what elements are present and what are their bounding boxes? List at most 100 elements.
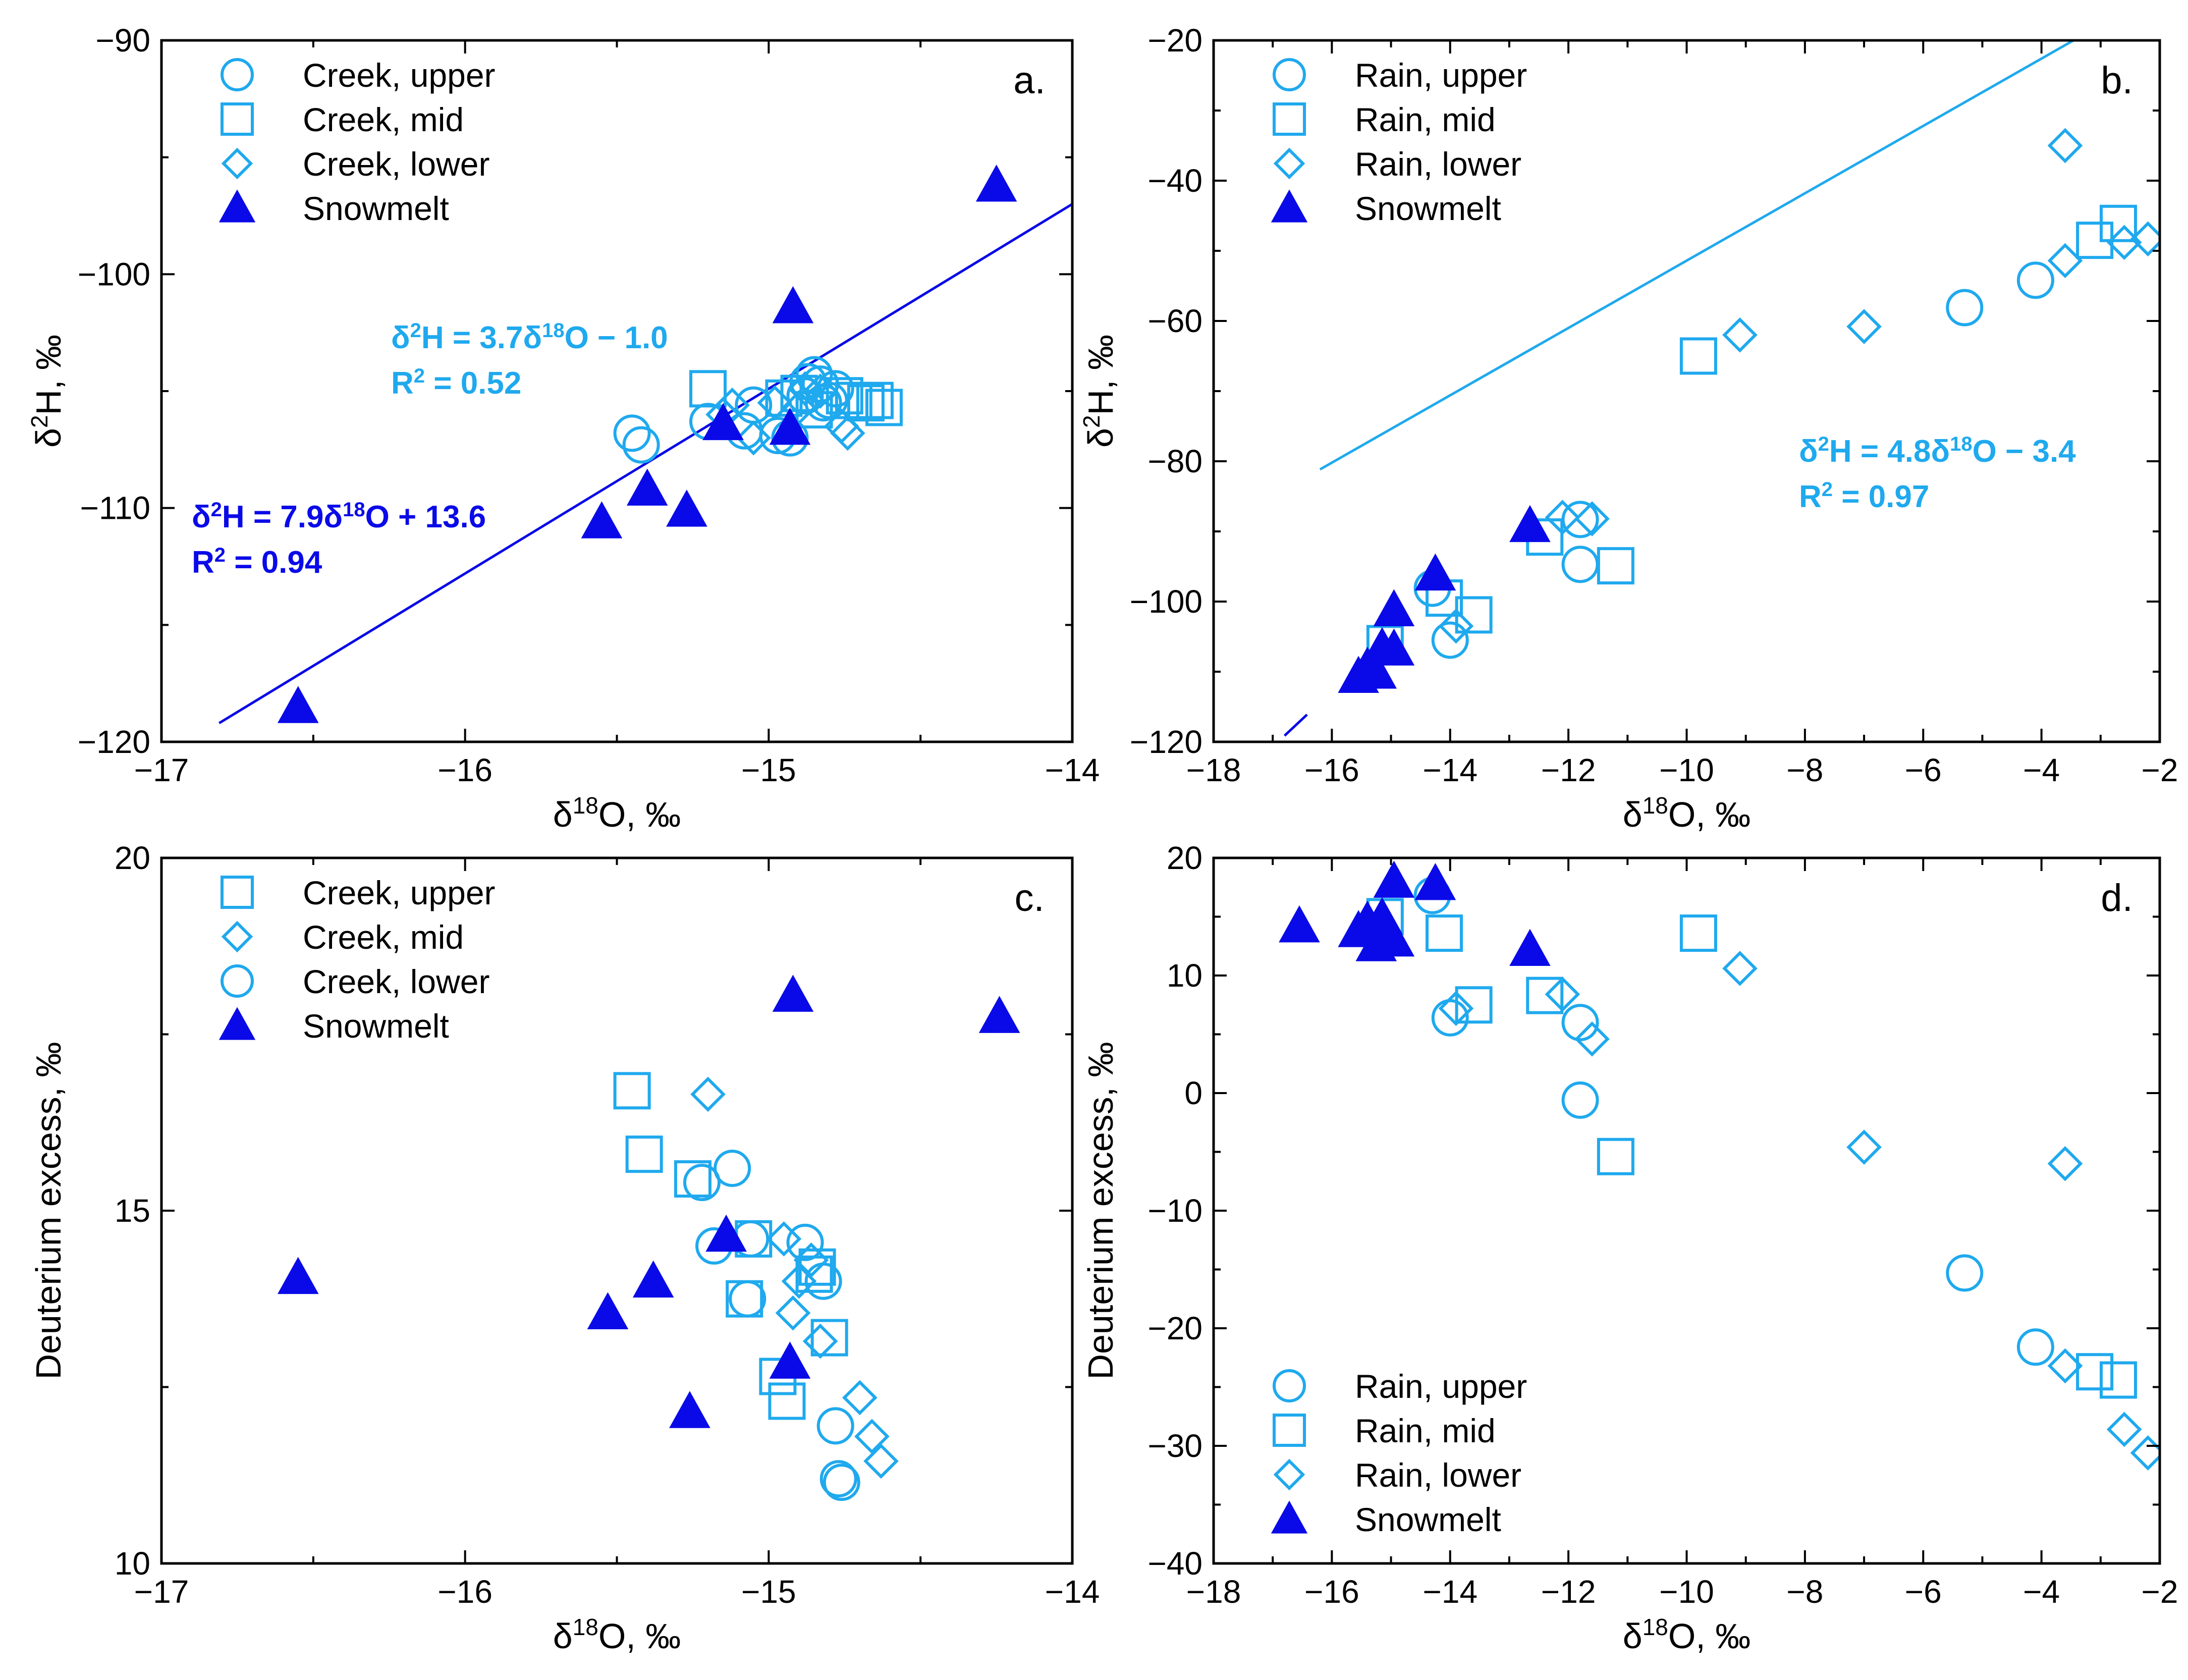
point-a-creek-mid-7 xyxy=(856,382,894,419)
point-a-creek-mid-5 xyxy=(835,382,872,419)
point-a-creek-upper-0 xyxy=(613,414,651,452)
point-d-rain-lower-0 xyxy=(1438,991,1474,1026)
legend-label-b-rain-lower: Rain, lower xyxy=(1355,145,1521,183)
point-d-rain-mid-2 xyxy=(1455,986,1493,1024)
point-c-snowmelt-4 xyxy=(705,1214,747,1252)
legend-marker-d-rain-mid xyxy=(1273,1414,1306,1447)
point-c-creek-lower-1 xyxy=(683,1164,721,1202)
axes-frame-c xyxy=(160,856,1074,1565)
panel-label-a: a. xyxy=(1013,59,1045,102)
point-b-snowmelt-5 xyxy=(1373,589,1415,626)
x-tick-label-d: −18 xyxy=(1186,1574,1241,1610)
point-b-rain-lower-8 xyxy=(2130,221,2160,257)
legend-marker-d-snowmelt xyxy=(1271,1500,1308,1534)
point-b-rain-lower-6 xyxy=(2047,128,2083,164)
y-axis-label-d: Deuterium excess, ‰ xyxy=(1081,1042,1120,1379)
point-c-creek-mid-8 xyxy=(863,1443,899,1479)
point-b-rain-upper-1 xyxy=(1431,621,1469,659)
x-axis-label-c: δ18O, ‰ xyxy=(553,1614,681,1656)
x-tick-label-b: −12 xyxy=(1541,752,1596,788)
point-d-rain-mid-4 xyxy=(1597,1137,1634,1175)
x-tick-label-c: −17 xyxy=(134,1574,189,1610)
legend-marker-b-rain-lower xyxy=(1273,147,1305,180)
point-b-rain-upper-5 xyxy=(2016,261,2054,299)
point-b-rain-upper-2 xyxy=(1561,546,1599,583)
y-tick-label-a: −100 xyxy=(78,256,150,292)
y-tick-label-b: −120 xyxy=(1130,724,1202,760)
fit-equation-a-light: δ2H = 3.7δ18O − 1.0 xyxy=(391,319,668,355)
point-b-rain-mid-5 xyxy=(1679,337,1717,375)
y-tick-label-c: 20 xyxy=(115,840,150,876)
point-b-rain-lower-0 xyxy=(1438,608,1474,644)
point-a-snowmelt-3 xyxy=(666,490,707,527)
point-d-rain-upper-4 xyxy=(1946,1254,1984,1292)
point-b-rain-upper-4 xyxy=(1946,289,1984,327)
legend-label-c-creek-mid: Creek, mid xyxy=(303,918,464,956)
point-d-snowmelt-0 xyxy=(1279,905,1320,943)
axes-frame-a xyxy=(160,39,1074,743)
x-tick-label-b: −16 xyxy=(1304,752,1359,788)
point-d-snowmelt-8 xyxy=(1509,929,1551,966)
legend-label-d-snowmelt: Snowmelt xyxy=(1355,1501,1501,1538)
point-c-creek-upper-9 xyxy=(810,1319,848,1357)
y-tick-label-b: −40 xyxy=(1147,162,1202,199)
fit-r2-a-light: R2 = 0.52 xyxy=(391,365,521,401)
panel-label-b: b. xyxy=(2101,59,2132,102)
point-a-snowmelt-5 xyxy=(769,407,811,445)
point-d-rain-mid-3 xyxy=(1526,977,1564,1014)
point-b-rain-mid-7 xyxy=(2099,204,2137,242)
y-tick-label-d: 0 xyxy=(1184,1075,1202,1111)
point-a-snowmelt-2 xyxy=(626,468,668,506)
x-tick-label-d: −2 xyxy=(2142,1574,2178,1610)
x-axis-label-a: δ18O, ‰ xyxy=(553,792,681,834)
point-b-snowmelt-7 xyxy=(1509,505,1551,543)
point-b-snowmelt-2 xyxy=(1355,652,1397,689)
point-d-rain-upper-3 xyxy=(1561,1081,1599,1119)
panel-label-d: d. xyxy=(2101,877,2132,919)
legend-label-a-creek-mid: Creek, mid xyxy=(303,101,464,138)
panel-d: −18 −16 −14 −12 −10 −8 −6 −4 −2 −40 −30 −20 −10 0 10 20… xyxy=(1081,840,2178,1656)
legend-marker-a-creek-mid xyxy=(221,102,254,136)
point-d-rain-upper-5 xyxy=(2016,1328,2054,1366)
point-d-rain-lower-3 xyxy=(1722,951,1758,986)
point-b-snowmelt-6 xyxy=(1414,553,1456,591)
legend-label-c-snowmelt: Snowmelt xyxy=(303,1007,449,1045)
x-tick-label-d: −16 xyxy=(1304,1574,1359,1610)
legend-label-d-rain-mid: Rain, mid xyxy=(1355,1412,1496,1449)
y-tick-label-a: −120 xyxy=(78,724,150,760)
fit-equation-b-light: δ2H = 4.8δ18O − 3.4 xyxy=(1799,433,2076,469)
x-tick-label-b: −6 xyxy=(1905,752,1942,788)
point-d-snowmelt-7 xyxy=(1414,863,1456,900)
point-a-creek-lower-8 xyxy=(781,390,817,425)
legend-marker-c-creek-mid xyxy=(221,920,253,953)
legend-label-d-rain-lower: Rain, lower xyxy=(1355,1456,1521,1494)
point-a-creek-upper-1 xyxy=(622,426,660,464)
legend-label-d-rain-upper: Rain, upper xyxy=(1355,1368,1527,1405)
legend-marker-a-creek-lower xyxy=(221,147,253,180)
legend-label-b-snowmelt: Snowmelt xyxy=(1355,190,1501,227)
x-tick-label-c: −16 xyxy=(437,1574,493,1610)
point-c-snowmelt-6 xyxy=(769,1341,811,1379)
x-tick-label-a: −15 xyxy=(741,752,796,788)
point-b-rain-lower-3 xyxy=(1722,317,1758,353)
x-tick-label-a: −17 xyxy=(134,752,189,788)
x-tick-label-d: −6 xyxy=(1905,1574,1942,1610)
point-d-rain-upper-2 xyxy=(1561,1004,1599,1042)
x-tick-label-c: −14 xyxy=(1045,1574,1100,1610)
legend-marker-d-rain-upper xyxy=(1273,1369,1306,1402)
point-c-creek-lower-5 xyxy=(786,1223,824,1261)
point-a-creek-mid-8 xyxy=(865,389,903,426)
x-axis-label-b: δ18O, ‰ xyxy=(1623,792,1751,834)
point-a-creek-mid-0 xyxy=(689,370,727,408)
point-d-rain-mid-6 xyxy=(2076,1353,2114,1391)
point-c-snowmelt-0 xyxy=(277,1257,319,1294)
legend-marker-a-snowmelt xyxy=(218,189,256,223)
point-d-snowmelt-5 xyxy=(1373,860,1415,898)
fit-line-a-dark xyxy=(218,203,1072,725)
x-axis-label-d: δ18O, ‰ xyxy=(1623,1614,1751,1656)
y-axis-label-b: δ2H, ‰ xyxy=(1078,335,1120,448)
point-c-creek-lower-6 xyxy=(804,1262,842,1300)
point-c-creek-mid-7 xyxy=(854,1419,890,1454)
y-tick-label-d: −40 xyxy=(1147,1545,1202,1582)
